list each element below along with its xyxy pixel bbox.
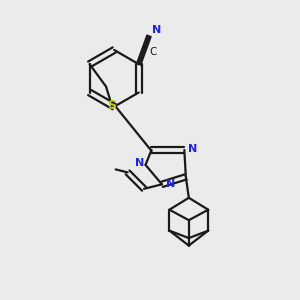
Text: N: N [188,144,197,154]
Text: N: N [135,158,144,168]
Text: N: N [152,25,161,34]
Text: S: S [107,100,116,112]
Text: C: C [149,46,157,57]
Text: N: N [166,179,175,189]
